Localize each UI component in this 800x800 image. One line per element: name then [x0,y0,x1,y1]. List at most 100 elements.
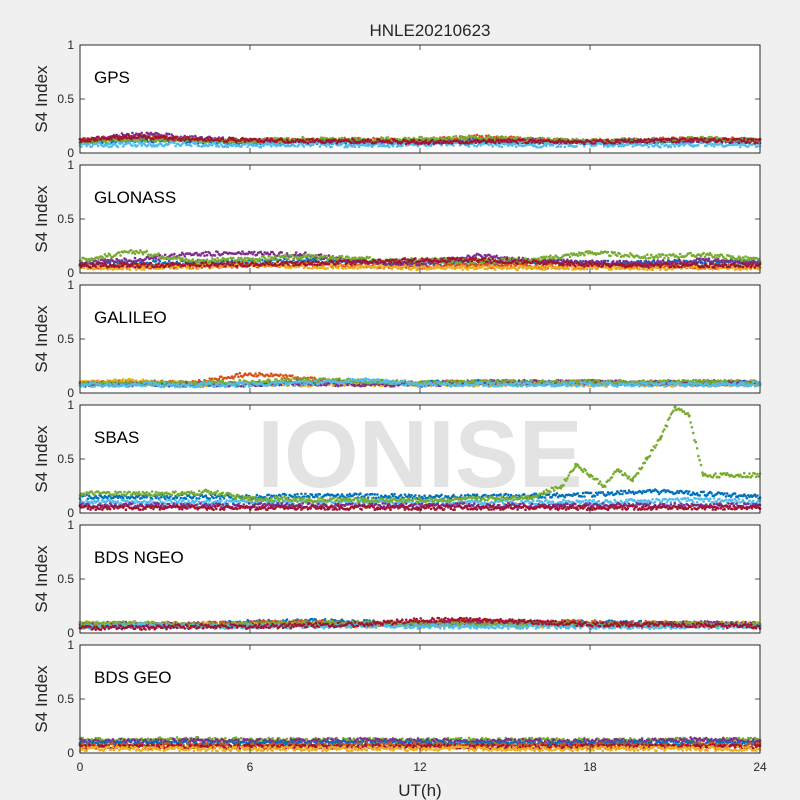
data-point [486,140,489,143]
data-point [470,134,474,138]
data-point [617,138,620,142]
data-point [195,136,198,140]
data-point [144,140,147,143]
data-point [549,144,552,147]
data-point [592,139,595,142]
data-point [661,137,665,141]
data-point [575,145,578,148]
data-point [475,267,479,271]
data-point [154,257,158,260]
data-point [753,141,757,145]
data-point [720,140,724,144]
data-point [663,140,666,144]
data-point [114,260,117,264]
data-point [253,250,256,254]
data-point [387,145,391,149]
data-point [567,267,570,271]
data-point [660,140,663,143]
data-point [243,140,247,144]
data-point [374,141,378,144]
data-point [643,267,646,271]
data-point [108,142,112,146]
data-point [344,142,348,145]
data-point [549,264,552,268]
data-point [420,136,424,139]
data-point [165,135,168,138]
data-point [89,139,92,143]
data-point [336,266,340,270]
data-point [423,141,426,145]
data-point [581,138,585,141]
data-point [266,137,269,140]
data-point [606,259,610,263]
data-point [618,141,622,145]
figure-title: HNLE20210623 [370,21,491,40]
data-point [250,142,253,145]
data-point [140,144,143,147]
data-point [463,135,467,139]
data-point [684,137,687,140]
data-point [631,267,635,270]
data-point [131,131,134,135]
data-point [190,267,193,270]
data-point [411,266,415,270]
data-point [748,141,751,144]
data-point [727,138,730,141]
data-point [391,144,395,148]
data-point [473,139,476,142]
data-point [190,144,193,148]
data-point [669,145,673,149]
data-point [334,139,337,142]
data-point [644,138,648,142]
data-point [736,137,739,141]
data-point [293,144,297,148]
data-point [369,138,373,142]
data-point [213,142,217,145]
data-point [619,144,623,148]
data-point [239,252,243,256]
data-point [697,143,700,147]
data-point [571,268,574,271]
data-point [102,267,105,271]
data-point [142,133,146,137]
data-point [629,268,632,271]
data-point [741,139,745,143]
data-point [674,141,678,144]
data-point [326,267,329,270]
plot-area [79,44,761,154]
data-point [382,267,386,271]
data-point [651,268,654,272]
data-point [433,267,437,270]
data-point [559,145,563,148]
data-point [115,134,118,138]
data-point [174,144,177,148]
data-point [120,137,124,141]
data-point [711,142,715,146]
data-point [516,136,519,139]
data-point [513,142,517,146]
data-point [171,138,175,141]
data-point [522,138,526,142]
data-point [482,264,485,268]
data-point [756,141,759,145]
data-point [516,268,519,272]
data-point [390,141,394,145]
panel-label: GPS [94,68,130,87]
data-point [516,142,519,145]
data-point [385,263,388,266]
data-point [460,264,463,268]
data-point [746,145,750,148]
data-point [197,144,201,148]
data-point [498,144,501,148]
data-point [404,142,408,146]
data-point [204,139,208,142]
data-point [139,133,142,137]
data-point [536,146,539,149]
data-point [558,267,561,271]
data-point [518,141,522,145]
data-point [736,267,739,271]
data-point [205,253,209,257]
data-point [365,142,369,146]
data-point [538,141,542,145]
